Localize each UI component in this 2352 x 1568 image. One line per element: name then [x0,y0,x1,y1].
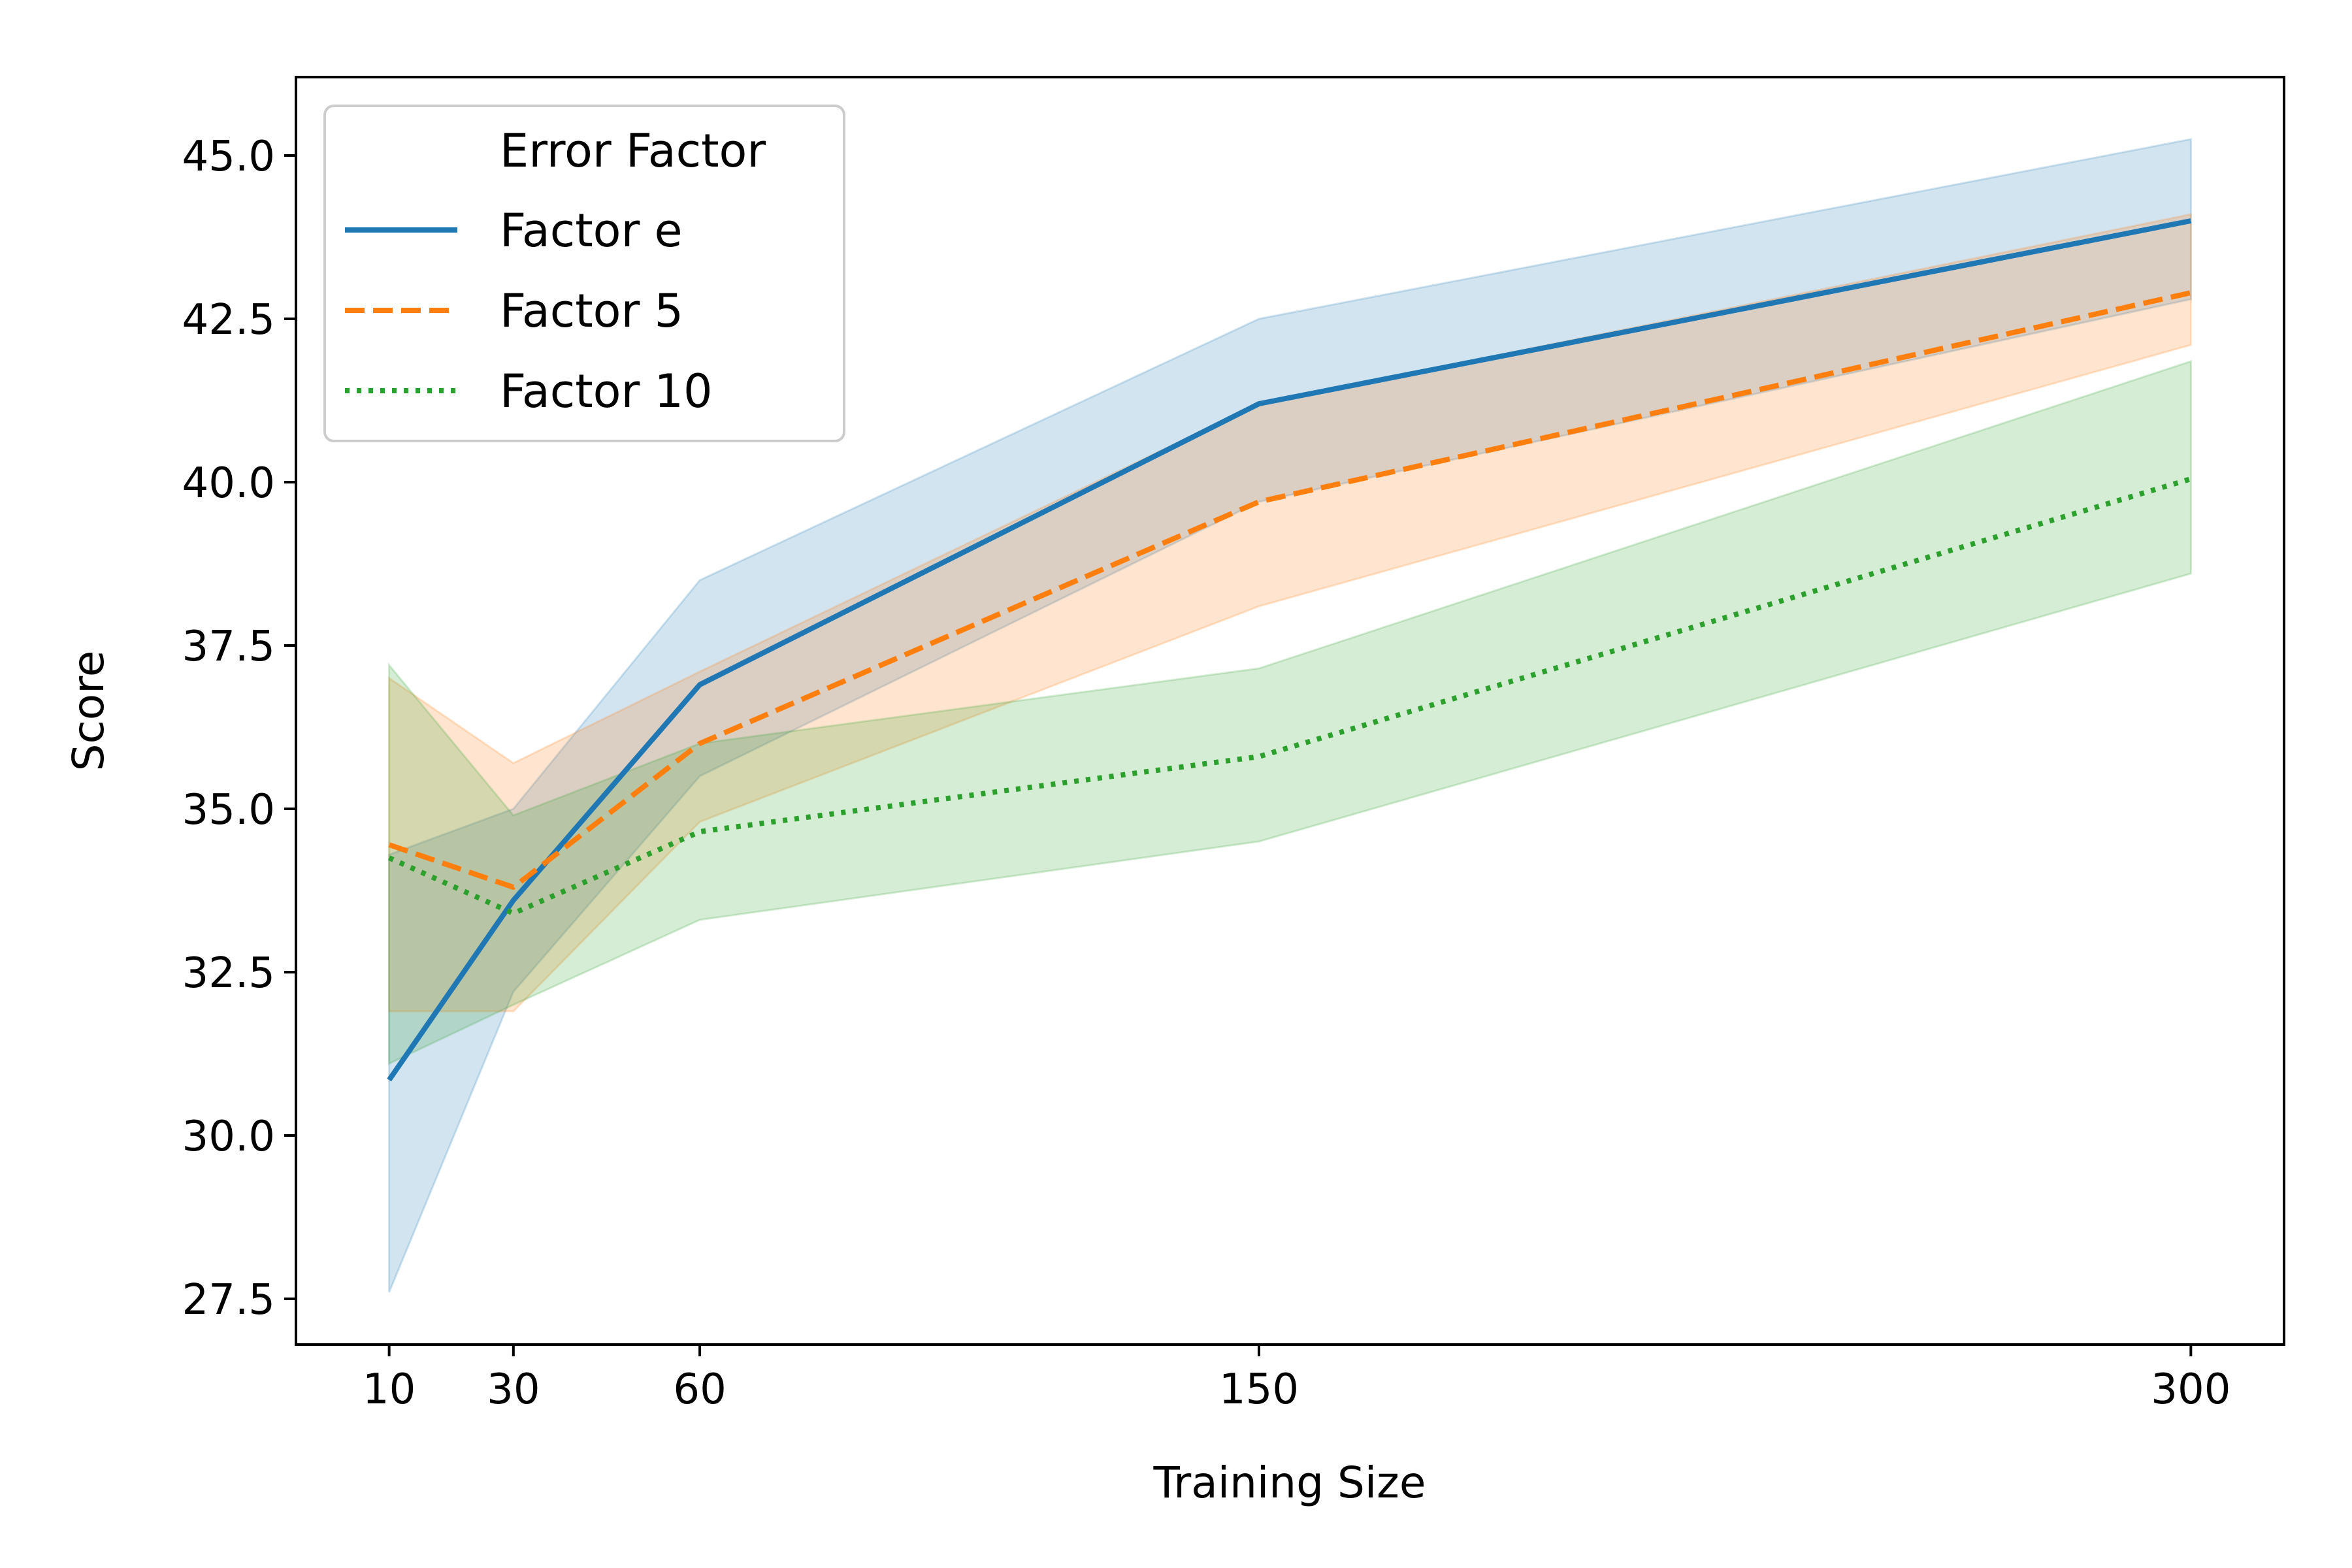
data-point [1258,755,1260,758]
x-tick-label: 30 [487,1365,540,1414]
data-point [388,1079,391,1081]
y-tick-label: 30.0 [182,1113,276,1161]
y-axis: 27.5 30.0 32.5 35.0 37.5 40.0 42.5 45.0 [182,133,296,1324]
series-lines [387,218,2192,1082]
data-point [512,886,515,889]
legend-box [323,105,845,442]
x-tick-label: 300 [2151,1365,2230,1414]
data-point [2189,291,2192,294]
y-tick-label: 37.5 [182,623,276,671]
data-point [698,683,701,686]
x-axis-label: Training Size [1153,1458,1426,1508]
series-line-2 [388,290,2192,890]
confidence-band-2 [388,213,2192,1013]
legend-label-1: Factor e [500,204,683,257]
data-point [1258,402,1260,405]
y-tick-label: 32.5 [182,949,276,998]
data-point [2189,478,2192,480]
series-line-1 [387,218,2192,1082]
y-tick-label: 27.5 [182,1276,276,1324]
y-axis-label: Score [63,651,114,772]
data-point [388,843,391,846]
x-tick-label: 150 [1219,1365,1299,1414]
legend-label-3: Factor 10 [500,365,713,418]
x-tick-label: 60 [673,1365,726,1414]
data-point [512,899,515,902]
data-point [2189,220,2192,222]
legend-label-2: Factor 5 [500,284,683,338]
confidence-band-3 [388,359,2192,1066]
legend-title: Error Factor [500,124,766,178]
plot-frame [295,76,2285,1346]
x-tick-label: 10 [363,1365,416,1414]
data-point [698,742,701,745]
data-point [388,857,391,859]
legend-entries: Factor e Factor 5 Factor 10 [345,204,713,418]
y-tick-label: 35.0 [182,786,276,834]
legend: Error Factor Factor e Factor 5 Factor 10 [323,105,845,442]
data-point [698,830,701,833]
y-tick-label: 40.0 [182,459,276,508]
x-axis: 10 30 60 150 300 [363,1345,2230,1414]
data-point [1258,500,1260,503]
y-tick-label: 45.0 [182,133,276,181]
data-point [512,912,515,915]
y-tick-label: 42.5 [182,296,276,344]
